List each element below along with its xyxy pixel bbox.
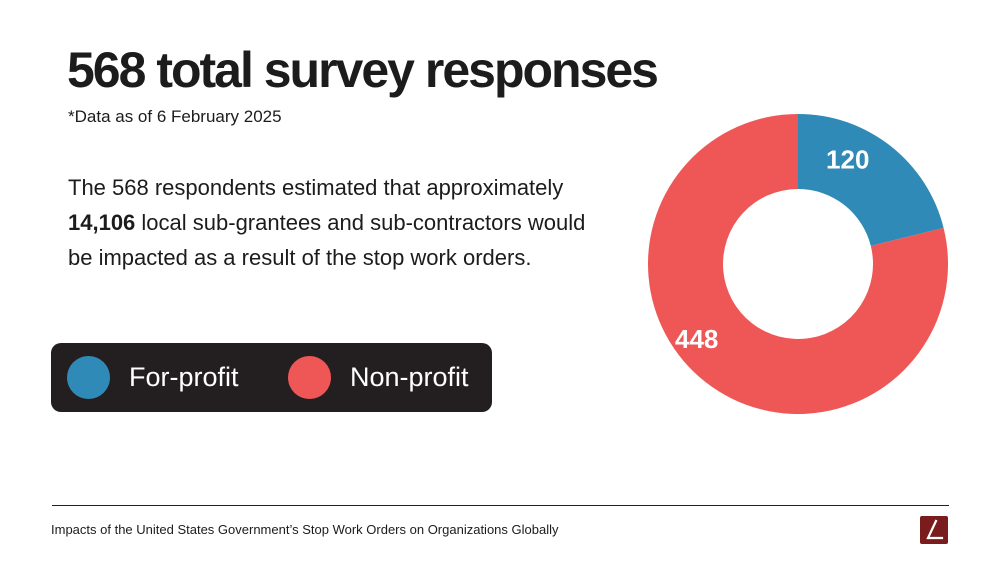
summary-text-start: The 568 respondents estimated that appro… — [68, 175, 564, 200]
legend-label-non-profit: Non-profit — [350, 362, 469, 392]
chart-legend: For-profit Non-profit — [51, 343, 492, 412]
summary-paragraph: The 568 respondents estimated that appro… — [68, 170, 588, 275]
legend-swatch-for-profit — [67, 356, 110, 399]
data-date-note: *Data as of 6 February 2025 — [68, 107, 282, 126]
legend-swatch-non-profit — [288, 356, 331, 399]
legend-label-for-profit: For-profit — [129, 362, 239, 392]
brand-logo-icon — [920, 516, 948, 544]
footer-caption: Impacts of the United States Government’… — [51, 522, 559, 537]
page-title: 568 total survey responses — [67, 42, 659, 98]
summary-text-end: local sub-grantees and sub-contractors w… — [68, 210, 586, 270]
legend-item-non-profit: Non-profit — [288, 343, 469, 412]
footer-divider — [52, 505, 949, 506]
donut-slice-non-profit — [648, 114, 948, 414]
legend-item-for-profit: For-profit — [67, 343, 239, 412]
donut-label-non-profit: 448 — [675, 324, 718, 354]
brand-logo-mark — [926, 519, 944, 540]
donut-slice-for-profit — [798, 114, 944, 246]
donut-chart: 120 448 — [648, 114, 948, 414]
donut-label-for-profit: 120 — [826, 144, 869, 174]
summary-highlight-number: 14,106 — [68, 210, 136, 235]
